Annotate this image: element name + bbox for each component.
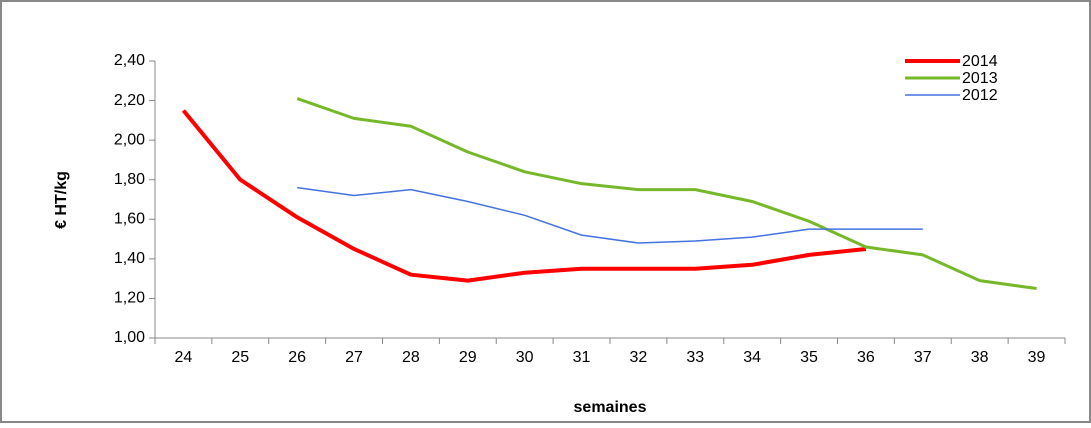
- x-tick-label: 36: [857, 349, 875, 366]
- x-tick-label: 27: [345, 349, 363, 366]
- series-line: [297, 186, 923, 244]
- y-tick-label: 2,00: [114, 131, 145, 148]
- x-tick-label: 31: [573, 349, 591, 366]
- x-tick-label: 24: [175, 349, 193, 366]
- x-tick-label: 39: [1028, 349, 1046, 366]
- x-tick-label: 26: [288, 349, 306, 366]
- y-tick-label: 1,00: [114, 329, 145, 346]
- y-tick-label: 1,40: [114, 250, 145, 267]
- x-tick-label: 38: [971, 349, 989, 366]
- legend-label: 2012: [962, 87, 998, 104]
- y-tick-label: 2,20: [114, 92, 145, 109]
- x-tick-label: 30: [516, 349, 534, 366]
- legend-label: 2013: [962, 70, 998, 87]
- x-tick-label: 37: [914, 349, 932, 366]
- y-tick-label: 1,80: [114, 171, 145, 188]
- x-tick-label: 28: [402, 349, 420, 366]
- series-line: [296, 97, 1037, 291]
- x-tick-label: 34: [743, 349, 761, 366]
- x-tick-label: 33: [686, 349, 704, 366]
- x-tick-label: 32: [630, 349, 648, 366]
- legend-label: 2014: [962, 53, 998, 70]
- y-tick-label: 1,20: [114, 290, 145, 307]
- x-tick-label: 35: [800, 349, 818, 366]
- series-line: [181, 109, 867, 283]
- y-tick-label: 1,60: [114, 211, 145, 228]
- x-axis-label: semaines: [574, 399, 647, 416]
- y-tick-label: 2,40: [114, 52, 145, 69]
- x-tick-label: 25: [231, 349, 249, 366]
- x-tick-label: 29: [459, 349, 477, 366]
- y-axis-label: € HT/kg: [53, 171, 70, 229]
